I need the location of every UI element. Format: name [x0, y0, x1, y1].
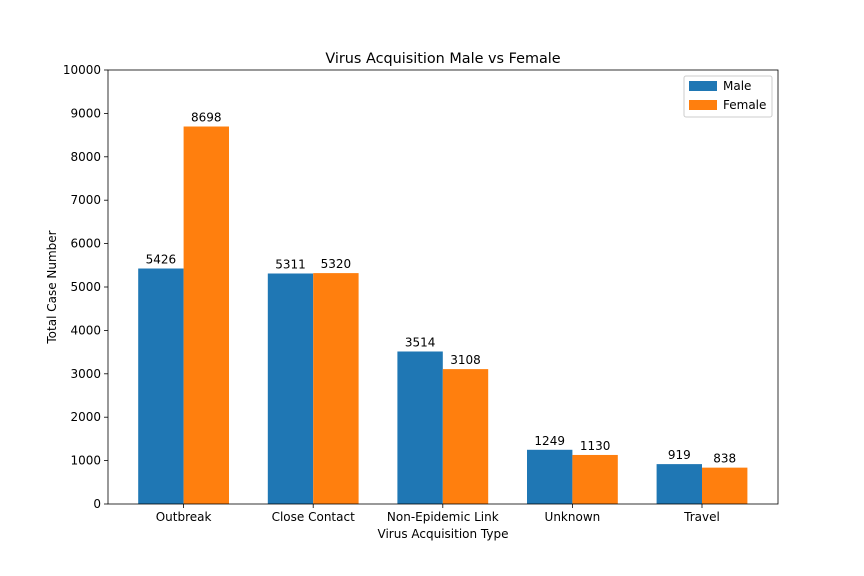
- bar-male-2: [397, 351, 443, 504]
- y-axis: 0 1000 2000 3000 4000 5000 6000 7000 8000 9000 100…: [63, 63, 108, 511]
- x-axis: Outbreak Close Contact Non-Epidemic Link Un…: [156, 504, 720, 524]
- bar-male-0: [138, 268, 184, 504]
- y-tick-label: 5000: [70, 280, 101, 294]
- legend: Male Female: [683, 75, 773, 118]
- legend-swatch-male: [689, 81, 717, 91]
- y-tick-label: 2000: [70, 410, 101, 424]
- bar-male-1: [267, 273, 314, 504]
- bar-value-label-male-4: 919: [668, 448, 691, 462]
- x-tick-label: Travel: [683, 510, 720, 524]
- x-tick-label: Close Contact: [272, 510, 355, 524]
- legend-label-male: Male: [723, 79, 751, 93]
- legend-swatch-female: [689, 100, 717, 110]
- chart-title: Virus Acquisition Male vs Female: [325, 51, 560, 67]
- bar-value-label-female-4: 838: [713, 452, 736, 466]
- bar-value-label-female-2: 3108: [450, 353, 481, 367]
- bar-value-label-female-0: 8698: [191, 111, 222, 125]
- bar-male-4: [656, 464, 702, 504]
- bar-female-4: [702, 467, 748, 504]
- y-tick-label: 4000: [70, 323, 101, 337]
- x-axis-label: Virus Acquisition Type: [378, 527, 509, 541]
- y-tick-label: 9000: [70, 106, 101, 120]
- bar-value-label-female-3: 1130: [580, 439, 611, 453]
- y-tick-label: 6000: [70, 237, 101, 251]
- bar-female-3: [572, 454, 618, 504]
- bar-female-2: [442, 369, 489, 504]
- bar-value-label-female-1: 5320: [321, 257, 352, 271]
- y-tick-label: 10000: [63, 63, 101, 77]
- bars-group: [138, 126, 748, 504]
- y-tick-label: 0: [93, 497, 101, 511]
- bar-value-label-male-2: 3514: [405, 335, 436, 349]
- bar-value-label-male-0: 5426: [146, 253, 177, 267]
- x-tick-label: Outbreak: [156, 510, 212, 524]
- bar-value-label-male-3: 1249: [534, 434, 565, 448]
- y-tick-label: 7000: [70, 193, 101, 207]
- bar-value-label-male-1: 5311: [275, 258, 306, 272]
- bar-female-1: [313, 273, 359, 504]
- x-tick-label: Unknown: [545, 510, 601, 524]
- plot-frame: [107, 69, 779, 505]
- y-axis-label: Total Case Number: [45, 230, 59, 344]
- y-tick-label: 8000: [70, 150, 101, 164]
- bar-female-0: [183, 126, 229, 504]
- y-tick-label: 3000: [70, 367, 101, 381]
- bar-male-3: [527, 449, 573, 504]
- bar-labels-group: 5426 8698 5311 5320 3514 3108 1249 1130 919 838: [146, 111, 737, 466]
- legend-label-female: Female: [723, 98, 766, 112]
- y-tick-label: 1000: [70, 454, 101, 468]
- x-tick-label: Non-Epidemic Link: [387, 510, 499, 524]
